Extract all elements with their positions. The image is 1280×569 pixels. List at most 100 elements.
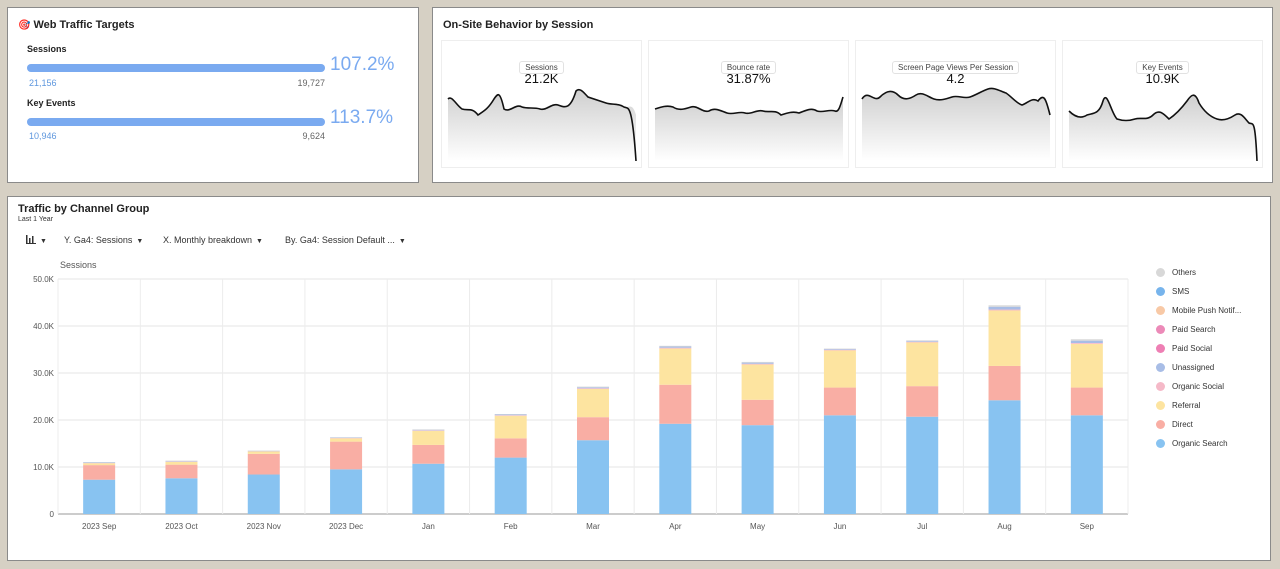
traffic-title: Traffic by Channel Group — [18, 203, 150, 215]
bar-segment — [906, 342, 939, 387]
y-axis-dropdown[interactable]: Y. Ga4: Sessions ▼ — [64, 235, 143, 245]
bar-segment — [823, 415, 856, 514]
bar-segment — [906, 386, 939, 417]
chevron-down-icon: ▼ — [398, 238, 406, 245]
sparkline-area — [655, 97, 843, 161]
bar-segment — [741, 399, 774, 426]
legend-swatch — [1156, 363, 1165, 372]
bar-segment — [823, 387, 856, 416]
y-axis-title: Sessions — [60, 260, 97, 270]
bar-segment — [330, 438, 363, 442]
key-events-actual: 10,946 — [29, 131, 57, 141]
bar-segment — [659, 384, 692, 424]
sparkline-area — [448, 89, 636, 161]
y-tick-label: 10.0K — [33, 463, 55, 472]
bar-segment — [741, 364, 774, 400]
bar-segment — [988, 310, 1021, 366]
key-events-card[interactable]: Key Events 10.9K — [1062, 40, 1263, 168]
y-tick-label: 40.0K — [33, 322, 55, 331]
sessions-target: 19,727 — [297, 78, 325, 88]
bar-segment — [165, 464, 198, 479]
key-events-target: 9,624 — [302, 131, 325, 141]
legend-label: Referral — [1172, 401, 1201, 410]
on-site-behavior-panel: On-Site Behavior by Session Sessions 21.… — [432, 7, 1273, 183]
bar-segment — [741, 361, 774, 363]
legend-label: Organic Search — [1172, 439, 1228, 448]
bar-segment — [494, 457, 527, 514]
bar-segment — [577, 387, 609, 389]
x-tick-label: 2023 Dec — [329, 522, 363, 531]
y-axis-label: Y. Ga4: Sessions — [64, 235, 133, 245]
x-tick-label: 2023 Nov — [247, 522, 281, 531]
bar-segment — [577, 388, 609, 418]
page-views-card[interactable]: Screen Page Views Per Session 4.2 — [855, 40, 1056, 168]
traffic-bar-chart: Sessions 0 10.0K 20.0K 30.0K 40.0K 50.0K 2023 S… — [33, 260, 1129, 531]
legend-swatch — [1156, 401, 1165, 410]
bar-segment — [823, 349, 856, 351]
chart-type-dropdown[interactable]: ▼ — [26, 235, 47, 245]
card-value: 31.87% — [726, 71, 771, 86]
x-tick-label: Jan — [422, 522, 435, 531]
bar-segment — [906, 341, 939, 343]
bar-segment — [83, 463, 116, 466]
legend-label: Paid Search — [1172, 325, 1216, 334]
bar-segment — [83, 465, 116, 480]
key-events-sparkline — [1068, 94, 1258, 162]
x-tick-label: 2023 Sep — [82, 522, 117, 531]
card-label: Key Events — [1136, 61, 1189, 74]
legend-label: Paid Social — [1172, 344, 1213, 353]
legend-swatch — [1156, 344, 1165, 353]
bar-segment — [577, 386, 609, 388]
x-tick-label: Apr — [669, 522, 682, 531]
bar-segment — [577, 440, 609, 514]
bar-segment — [988, 365, 1021, 401]
legend-swatch — [1156, 439, 1165, 448]
card-value: 21.2K — [524, 71, 559, 86]
key-events-progress-bar — [27, 118, 325, 126]
x-tick-label: Feb — [504, 522, 518, 531]
x-axis-dropdown[interactable]: X. Monthly breakdown ▼ — [163, 235, 263, 245]
sparkline-area — [862, 88, 1050, 161]
bar-segment — [741, 425, 774, 514]
x-tick-label: Sep — [1080, 522, 1095, 531]
x-axis-label: X. Monthly breakdown — [163, 235, 253, 245]
bar-segment — [659, 423, 692, 514]
x-tick-label: Aug — [997, 522, 1011, 531]
bounce-rate-card[interactable]: Bounce rate 31.87% — [648, 40, 849, 168]
legend-label: Unassigned — [1172, 363, 1215, 372]
bar-segment — [659, 348, 692, 385]
sessions-actual: 21,156 — [29, 78, 57, 88]
bar-segment — [165, 478, 198, 514]
legend-label: SMS — [1172, 287, 1190, 296]
legend-swatch — [1156, 420, 1165, 429]
bar-segment — [577, 388, 609, 389]
behavior-title: On-Site Behavior by Session — [443, 19, 594, 31]
breakdown-label: By. Ga4: Session Default ... — [285, 235, 395, 245]
bar-chart-icon — [26, 235, 36, 244]
sessions-label: Sessions — [27, 44, 67, 54]
bar-segment — [823, 350, 856, 388]
key-events-label: Key Events — [27, 98, 76, 108]
bar-segment — [577, 417, 609, 441]
sessions-progress-fill — [27, 64, 325, 72]
page-views-sparkline — [861, 87, 1051, 161]
card-label: Bounce rate — [720, 61, 777, 74]
bar-segment — [494, 438, 527, 458]
bar-segment — [741, 363, 774, 365]
chevron-down-icon: ▼ — [40, 238, 47, 245]
web-traffic-targets-panel: 🎯 Web Traffic Targets Sessions 21,156 19,… — [7, 7, 419, 183]
legend-label: Direct — [1172, 420, 1193, 429]
sparkline-line — [1068, 94, 1258, 162]
bar-segment — [83, 479, 116, 514]
bar-segment — [988, 305, 1021, 307]
y-tick-label: 30.0K — [33, 369, 55, 378]
bar-segment — [412, 430, 445, 445]
bar-segment — [988, 309, 1021, 311]
card-label: Sessions — [519, 61, 564, 74]
targets-title: 🎯 Web Traffic Targets — [18, 19, 135, 31]
bar-segment — [330, 441, 363, 470]
sessions-card[interactable]: Sessions 21.2K — [441, 40, 642, 168]
breakdown-dropdown[interactable]: By. Ga4: Session Default ... ▼ — [285, 235, 406, 245]
bar-segment — [1070, 339, 1103, 341]
bar-segment — [330, 469, 363, 514]
